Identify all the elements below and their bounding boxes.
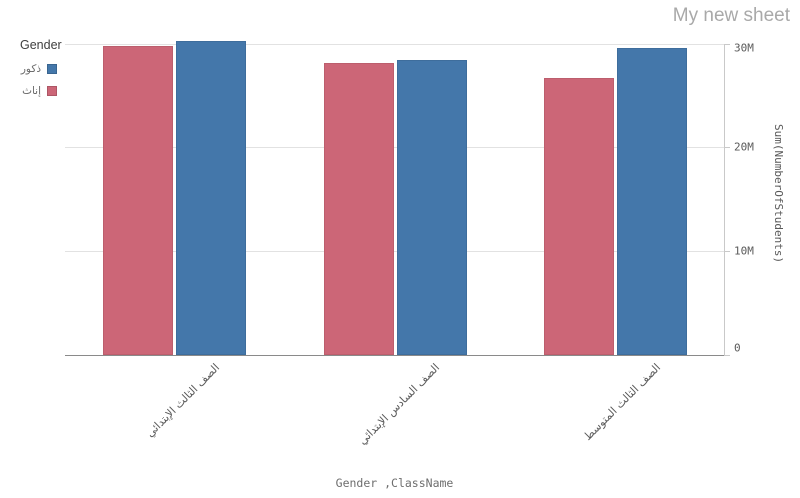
y-axis-title: Sum(NumberOfStudents) (772, 124, 785, 264)
x-axis-line (65, 355, 724, 356)
y-tick (724, 147, 730, 149)
legend-item-male[interactable]: ذكور (17, 58, 57, 80)
y-gridline (65, 147, 724, 149)
bar[interactable] (323, 63, 394, 355)
y-axis-line (724, 43, 725, 355)
bar[interactable] (176, 41, 246, 355)
y-tick (724, 355, 730, 356)
legend-label-female: إناث (22, 85, 41, 97)
y-tick-label: 0 (734, 341, 741, 355)
y-tick (724, 251, 730, 253)
bar[interactable] (103, 45, 173, 355)
legend-item-female[interactable]: إناث (17, 80, 57, 102)
y-gridline (65, 43, 724, 45)
y-tick-label: 30M (734, 41, 754, 54)
legend-label-male: ذكور (20, 63, 41, 75)
bar[interactable] (396, 60, 467, 355)
y-tick (724, 43, 730, 45)
bar[interactable] (617, 47, 687, 355)
legend-swatch-male (47, 64, 57, 74)
chart-legend: Gender ذكور إناث (17, 38, 62, 102)
sheet-title: My new sheet (672, 5, 790, 26)
legend-swatch-female (47, 86, 57, 96)
y-gridline (65, 251, 724, 253)
y-tick-label: 20M (734, 140, 754, 154)
legend-title: Gender (20, 38, 62, 52)
x-axis-title: Gender ,ClassName (335, 476, 454, 490)
bar[interactable] (544, 77, 614, 355)
y-tick-label: 10M (734, 244, 754, 258)
